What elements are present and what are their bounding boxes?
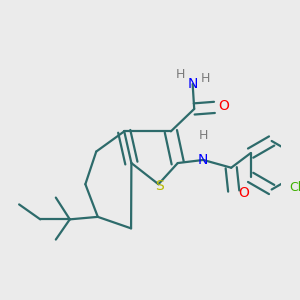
- Text: H: H: [176, 68, 185, 81]
- Text: H: H: [199, 129, 208, 142]
- Text: N: N: [198, 153, 208, 167]
- Text: N: N: [188, 77, 198, 91]
- Text: H: H: [201, 72, 210, 85]
- Text: S: S: [156, 179, 164, 193]
- Text: Cl: Cl: [290, 181, 300, 194]
- Text: O: O: [238, 186, 249, 200]
- Text: O: O: [218, 100, 229, 113]
